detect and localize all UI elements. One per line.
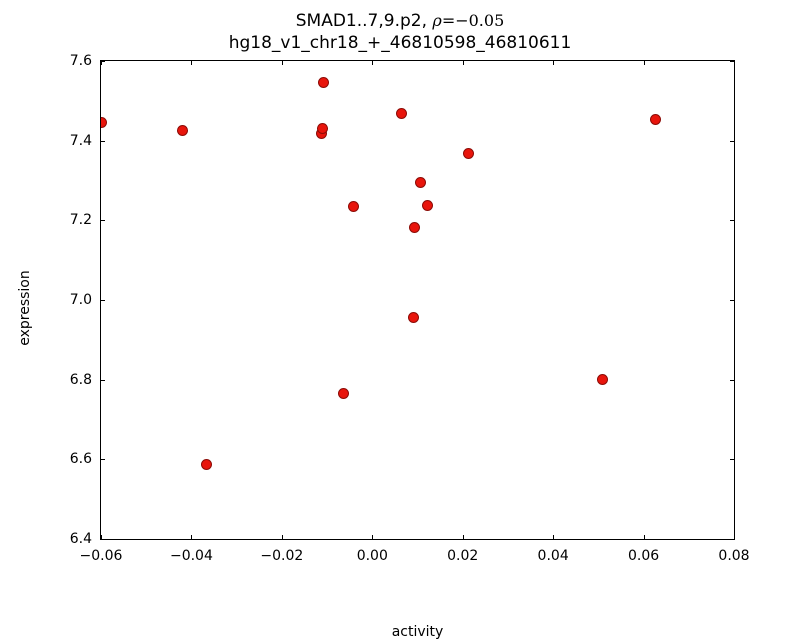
y-axis-tick [100, 539, 105, 540]
x-axis-tick-top [191, 60, 193, 65]
x-axis-tick [734, 535, 735, 540]
y-axis-tick-right [730, 220, 735, 222]
x-axis-tick [553, 535, 555, 540]
plot-title-prefix: SMAD1..7,9.p2, [295, 11, 433, 31]
y-axis-label: expression [17, 270, 33, 346]
scatter-point [650, 114, 662, 126]
plot-data-area [101, 61, 734, 539]
scatter-point [422, 199, 434, 211]
scatter-point [337, 387, 349, 399]
scatter-plot-figure: SMAD1..7,9.p2, ρ=−0.05 hg18_v1_chr18_+_4… [0, 10, 800, 640]
rho-value: =−0.05 [441, 11, 505, 30]
y-axis-tick [100, 61, 105, 62]
x-axis-tick [372, 535, 374, 540]
scatter-point [596, 373, 608, 385]
scatter-point [176, 125, 188, 137]
y-axis-tick [100, 300, 105, 301]
x-axis-tick [101, 535, 102, 540]
x-axis-tick-top [372, 60, 374, 65]
y-axis-tick-label: 6.6 [69, 451, 92, 468]
x-axis-tick-label: 0.00 [356, 548, 388, 564]
y-axis-tick-label: 6.4 [69, 531, 92, 547]
y-axis-tick [100, 220, 105, 222]
x-axis-tick-label: 0.08 [718, 548, 750, 564]
scatter-point [317, 123, 329, 135]
y-axis-tick-right [730, 459, 735, 461]
plot-title-line-2: hg18_v1_chr18_+_46810598_46810611 [228, 33, 572, 53]
x-axis-tick-label: −0.04 [169, 548, 213, 564]
y-axis-tick [100, 459, 105, 461]
x-axis-tick [462, 535, 464, 540]
x-axis-tick-top [643, 60, 645, 65]
scatter-point [201, 458, 213, 470]
x-axis-tick-top [281, 60, 283, 65]
rho-symbol: ρ [432, 11, 442, 30]
x-axis-tick-top [734, 60, 735, 65]
x-axis-tick-top [553, 60, 555, 65]
x-axis-tick [643, 535, 645, 540]
y-axis-tick-right [730, 379, 735, 381]
y-axis-tick-right [730, 61, 735, 62]
y-axis-tick-label: 7.6 [69, 53, 92, 69]
x-axis-tick-top [101, 60, 102, 65]
scatter-point [462, 148, 474, 160]
x-axis-tick [191, 535, 193, 540]
scatter-point [408, 312, 420, 324]
plot-title-line-1: SMAD1..7,9.p2, ρ=−0.05 [0, 10, 800, 32]
plot-title-block: SMAD1..7,9.p2, ρ=−0.05 hg18_v1_chr18_+_4… [0, 10, 800, 54]
scatter-point [396, 108, 408, 120]
y-axis-tick [100, 379, 105, 381]
x-axis-tick-label: −0.06 [79, 548, 123, 564]
y-axis-tick-label: 7.2 [69, 212, 92, 229]
scatter-point [414, 176, 426, 188]
y-axis-tick-label: 6.8 [69, 371, 92, 388]
y-axis-tick-right [730, 140, 735, 142]
x-axis-tick [281, 535, 283, 540]
y-axis-tick-label: 7.4 [69, 132, 92, 149]
scatter-point [101, 117, 107, 129]
plot-axes: −0.06 −0.04 −0.02 0.00 0.02 0.04 0.06 0.08 6.4 6.… [17, 53, 750, 640]
x-axis-label: activity [391, 624, 444, 640]
y-axis-tick-right [730, 539, 735, 540]
x-axis-tick-label: 0.02 [447, 548, 479, 564]
x-axis-tick-label: −0.02 [260, 548, 304, 564]
y-axis-tick-label: 7.0 [69, 292, 92, 308]
scatter-point [317, 77, 329, 89]
x-axis-tick-top [462, 60, 464, 65]
scatter-point [409, 222, 421, 233]
scatter-point [347, 201, 359, 213]
y-axis-tick-right [730, 300, 735, 301]
x-axis-tick-label: 0.06 [627, 548, 660, 564]
x-axis-tick-label: 0.04 [537, 548, 569, 564]
y-axis-tick [100, 140, 105, 142]
